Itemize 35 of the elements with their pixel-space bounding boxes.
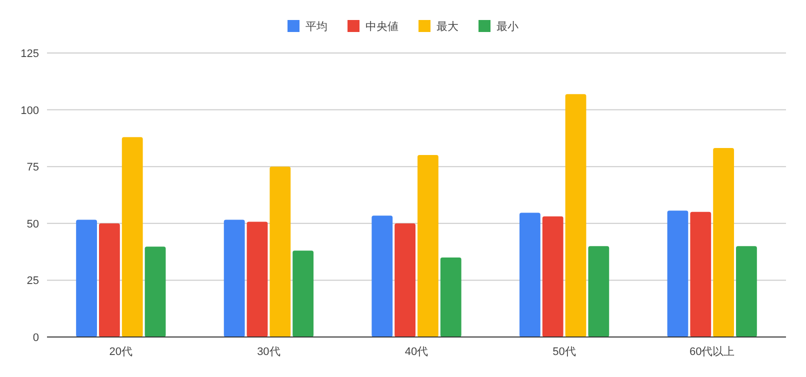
- bar: [270, 166, 291, 337]
- y-tick-label: 75: [26, 162, 39, 174]
- x-tick-label: 50代: [552, 346, 576, 358]
- bar: [246, 222, 268, 337]
- bar: [588, 246, 610, 337]
- bar: [542, 216, 564, 337]
- bar: [713, 148, 734, 337]
- bar: [144, 246, 166, 337]
- x-tick-label: 20代: [109, 346, 133, 358]
- bar: [292, 250, 314, 337]
- legend-label: 平均: [306, 21, 328, 33]
- legend-label: 最大: [436, 20, 458, 33]
- y-tick-label: 50: [26, 218, 39, 230]
- bar: [98, 223, 120, 337]
- bar: [440, 257, 462, 337]
- y-tick-label: 100: [20, 104, 39, 117]
- y-tick-label: 0: [32, 332, 39, 344]
- bar: [372, 216, 393, 337]
- bar: [224, 220, 245, 337]
- legend-label: 最小: [496, 20, 518, 33]
- bar: [736, 246, 757, 337]
- bar: [76, 220, 97, 337]
- x-tick-label: 30代: [257, 346, 280, 358]
- bar: [394, 223, 416, 337]
- x-tick-label: 40代: [404, 346, 428, 358]
- y-tick-label: 125: [20, 48, 39, 60]
- y-tick-label: 25: [26, 275, 39, 288]
- bar: [690, 212, 712, 337]
- bar: [667, 210, 688, 337]
- bar: [418, 155, 438, 337]
- legend-label: 中央値: [366, 20, 398, 33]
- bar: [565, 94, 586, 337]
- bar: [122, 137, 143, 337]
- bar: [519, 212, 540, 337]
- x-tick-label: 60代以上: [689, 345, 735, 358]
